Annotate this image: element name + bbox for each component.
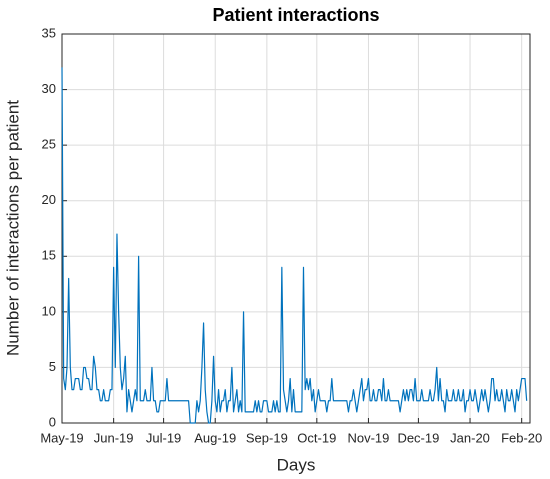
x-tick-label: Sep-19 [246, 430, 288, 445]
x-tick-label: Feb-20 [501, 430, 542, 445]
chart-title: Patient interactions [212, 5, 379, 25]
y-axis-label: Number of interactions per patient [3, 100, 22, 356]
y-tick-label: 25 [42, 137, 56, 152]
x-tick-label: Jun-19 [94, 430, 134, 445]
x-tick-label: Nov-19 [347, 430, 389, 445]
y-tick-label: 5 [49, 359, 56, 374]
x-tick-label: May-19 [40, 430, 83, 445]
x-tick-label: Jul-19 [146, 430, 181, 445]
x-tick-label: Jan-20 [450, 430, 490, 445]
y-tick-label: 0 [49, 414, 56, 429]
plot-frame [61, 33, 531, 424]
x-tick-label: Aug-19 [194, 430, 236, 445]
y-tick-label: 35 [42, 25, 56, 40]
y-tick-label: 20 [42, 192, 56, 207]
y-tick-label: 15 [42, 248, 56, 263]
y-tick-label: 30 [42, 81, 56, 96]
y-tick-label: 10 [42, 303, 56, 318]
x-tick-label: Dec-19 [397, 430, 439, 445]
x-axis-label: Days [277, 455, 316, 474]
data-line [61, 67, 528, 424]
x-tick-label: Oct-19 [297, 430, 336, 445]
